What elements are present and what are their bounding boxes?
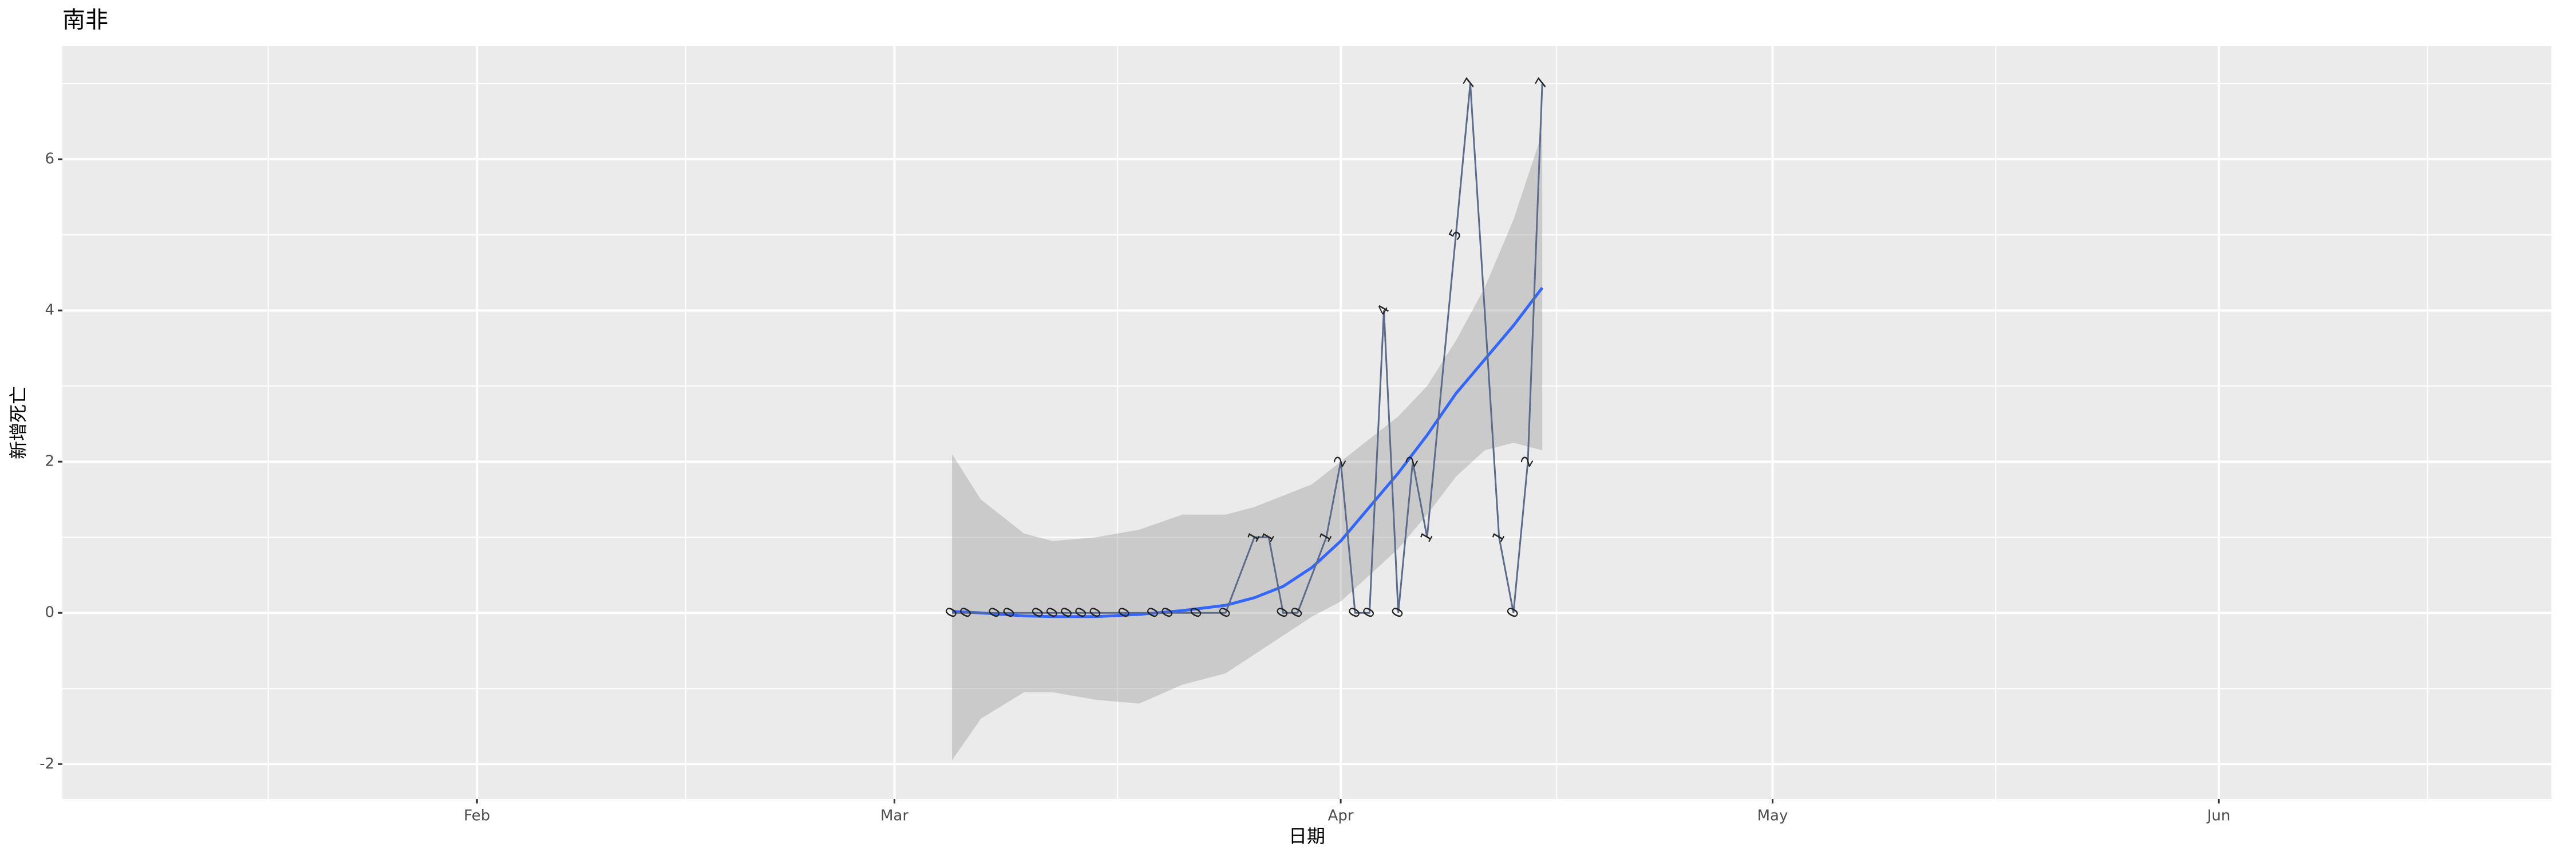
data-line — [952, 83, 1543, 614]
confidence-band — [952, 132, 1543, 761]
x-tick-label: Feb — [464, 807, 490, 825]
x-axis-label: 日期 — [1289, 825, 1325, 847]
y-tick-label: 4 — [45, 302, 54, 319]
x-tick-label: Mar — [880, 807, 908, 825]
y-axis-label: 新增死亡 — [7, 386, 29, 459]
x-tick-label: Apr — [1328, 807, 1354, 825]
smooth-line — [951, 286, 1544, 618]
y-tick-label: 2 — [45, 453, 54, 470]
y-tick-label: 0 — [45, 604, 54, 621]
chart-title: 南非 — [62, 7, 108, 33]
x-tick-label: May — [1757, 807, 1788, 825]
x-tick-label: Jun — [2206, 807, 2231, 825]
y-tick-label: 6 — [45, 151, 54, 168]
y-tick-label: -2 — [39, 755, 54, 773]
